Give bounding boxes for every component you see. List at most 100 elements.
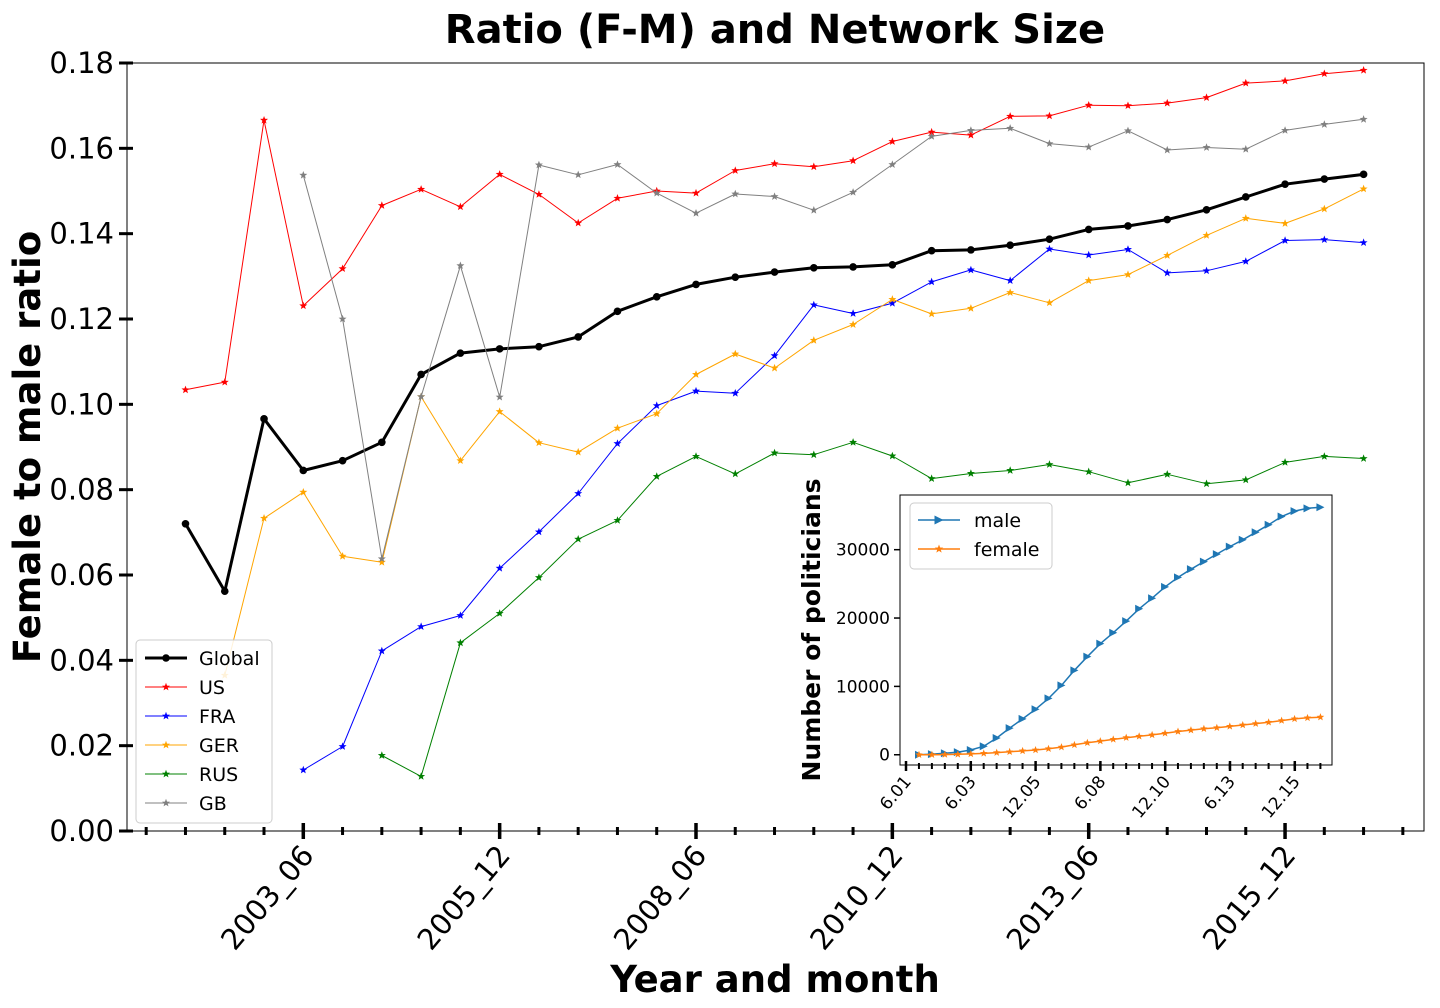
data-point-gb [927, 132, 936, 140]
data-point-ger [849, 320, 858, 328]
inset-data-point-female [1031, 745, 1040, 754]
data-point-global [456, 349, 465, 357]
inset-data-point-female [967, 749, 975, 758]
legend-label: RUS [199, 764, 238, 786]
inset-data-point-female [1096, 737, 1105, 745]
legend-label: US [199, 677, 225, 699]
data-point-us [417, 185, 426, 193]
data-point-global [299, 466, 308, 475]
data-point-global [613, 307, 622, 316]
data-point-ger [456, 456, 465, 465]
data-point-ger [299, 488, 308, 496]
inset-data-point-female [1226, 722, 1234, 730]
data-point-rus [456, 638, 465, 647]
data-point-rus [1163, 470, 1172, 478]
data-point-us [1202, 93, 1211, 101]
inset-data-point-male [1264, 520, 1273, 529]
inset-legend-marker [934, 544, 944, 553]
inset-data-point-female [954, 750, 962, 758]
inset-data-point-female [1057, 743, 1066, 751]
data-point-gb [1320, 120, 1329, 128]
x-tick-label: 2003_06 [214, 839, 321, 957]
legend-marker [162, 740, 170, 749]
data-point-gb [456, 261, 465, 270]
y-tick-label: 0.00 [49, 814, 114, 848]
data-point-rus [417, 772, 426, 780]
inset-data-point-female [1277, 716, 1286, 724]
data-point-ger [338, 552, 347, 560]
inset-x-tick-label: 12.15 [1258, 772, 1305, 822]
inset-data-point-female [941, 750, 949, 758]
inset-data-point-female [1316, 713, 1325, 721]
data-point-fra [417, 622, 426, 631]
data-point-gb [1084, 142, 1093, 151]
x-tick-label: 2015_12 [1196, 839, 1303, 957]
data-point-ger [692, 370, 700, 378]
data-point-us [456, 202, 465, 211]
inset-data-point-female [1200, 724, 1208, 733]
data-point-fra [1202, 266, 1211, 275]
data-point-rus [1123, 478, 1132, 487]
data-point-gb [849, 188, 858, 196]
inset-data-point-female [1122, 733, 1130, 741]
data-point-rus [731, 469, 740, 478]
inset-data-point-female [1290, 714, 1299, 723]
data-point-fra [456, 611, 465, 619]
data-point-gb [1202, 143, 1211, 151]
inset-legend-label: female [974, 539, 1040, 561]
series-line-gb [302, 118, 1364, 560]
data-point-us [534, 190, 543, 198]
data-point-us [888, 137, 897, 145]
x-tick-label: 2005_12 [410, 839, 517, 957]
data-point-fra [849, 309, 858, 317]
data-point-gb [338, 314, 347, 323]
data-point-ger [966, 304, 975, 312]
data-point-us [495, 170, 504, 178]
data-point-fra [1163, 268, 1172, 277]
data-point-us [299, 301, 308, 310]
data-point-ger [927, 309, 936, 318]
data-point-us [1045, 111, 1054, 120]
inset-x-tick-label: 12.10 [1128, 772, 1175, 822]
y-tick-label: 0.14 [49, 217, 114, 251]
data-point-ger [770, 363, 779, 372]
data-point-rus [1281, 458, 1290, 466]
inset-data-point-male [1186, 565, 1195, 574]
data-point-ger [1281, 219, 1290, 227]
data-point-gb [1241, 144, 1250, 153]
data-point-global [1281, 180, 1289, 188]
data-point-rus [652, 472, 661, 480]
data-point-us [1123, 101, 1132, 110]
data-point-global [1045, 235, 1054, 244]
data-point-ger [731, 349, 740, 358]
inset-data-point-male [1005, 724, 1014, 733]
inset-data-point-female [1005, 747, 1014, 756]
inset-data-point-male [992, 734, 1001, 742]
data-point-gb [377, 554, 386, 563]
data-point-fra [652, 401, 661, 410]
data-point-global [378, 438, 386, 447]
data-point-fra [377, 646, 386, 655]
series-gb [299, 115, 1368, 563]
data-point-global [417, 370, 425, 379]
data-point-global [1084, 225, 1093, 234]
data-point-gb [534, 160, 543, 169]
data-point-fra [1241, 257, 1250, 265]
chart-title: Ratio (F-M) and Network Size [445, 7, 1105, 53]
data-point-global [967, 246, 975, 254]
data-point-global [888, 261, 897, 269]
data-point-fra [299, 765, 308, 774]
inset-legend-label: male [974, 510, 1021, 532]
data-point-rus [1202, 479, 1211, 488]
data-point-rus [613, 516, 622, 524]
data-point-gb [652, 188, 661, 197]
inset-data-point-male [1290, 507, 1299, 516]
data-point-global [220, 587, 229, 596]
inset-data-point-female [1213, 723, 1221, 731]
inset-y-tick-label: 30000 [836, 541, 890, 561]
inset-data-point-female [992, 748, 1001, 756]
data-point-fra [809, 300, 818, 309]
inset-data-point-female [1083, 738, 1092, 747]
inset-data-point-female [1251, 719, 1260, 727]
inset-data-point-female [1187, 726, 1195, 734]
